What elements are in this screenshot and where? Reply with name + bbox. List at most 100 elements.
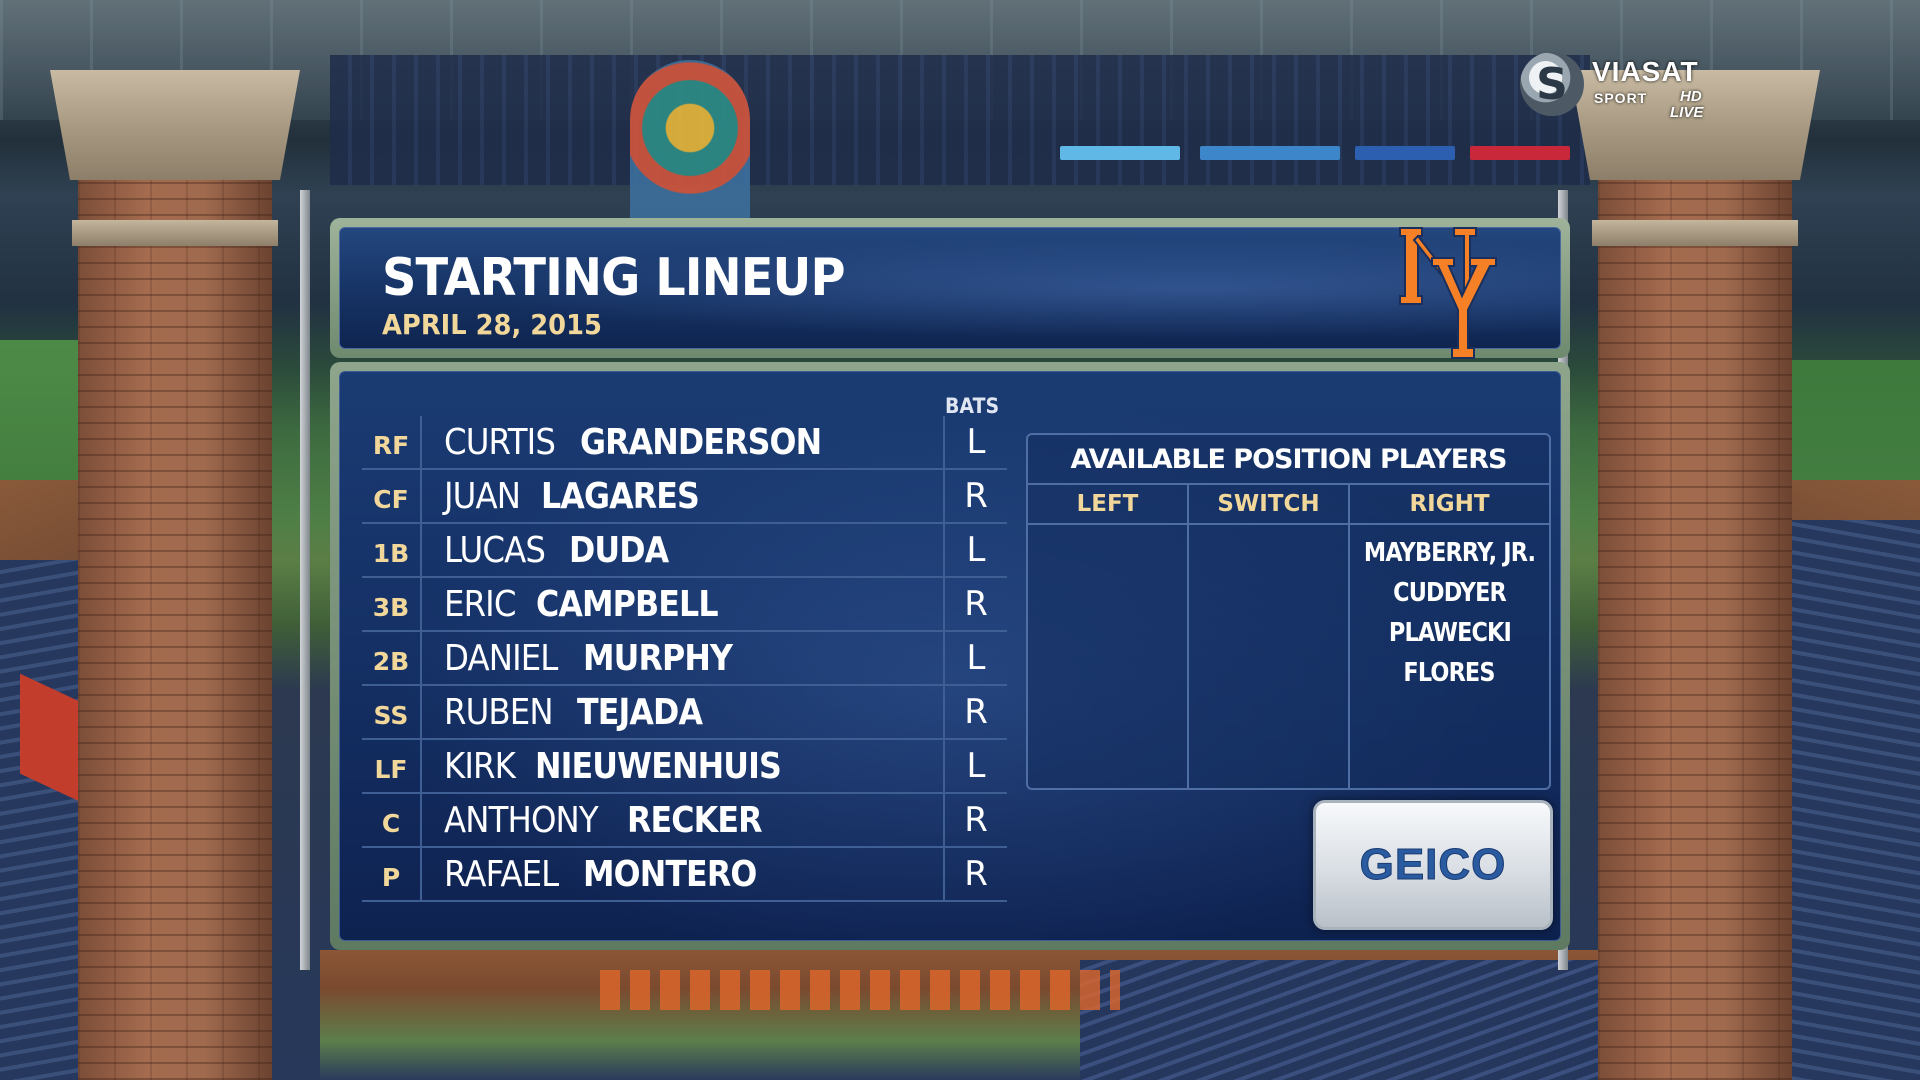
- bats-column-header: BATS: [945, 394, 1000, 418]
- lineup-player-name: LUCAS DUDA: [422, 524, 945, 576]
- ribbon-board-1: [1060, 146, 1180, 160]
- player-first-name: ERIC: [444, 583, 516, 625]
- player-last-name: RECKER: [627, 799, 762, 841]
- pillar-band: [1592, 220, 1798, 246]
- available-player-name: PLAWECKI: [1388, 618, 1511, 648]
- lineup-player-name: DANIEL MURPHY: [422, 632, 945, 684]
- available-player: PLAWECKI: [1350, 613, 1549, 653]
- lineup-position: 3B: [362, 578, 422, 630]
- lineup-bats: R: [964, 476, 988, 516]
- viasat-swoosh-icon: S: [1520, 52, 1584, 116]
- lineup-row: LF KIRK NIEUWENHUIS L: [362, 740, 1007, 794]
- lineup-bats: R: [964, 692, 988, 732]
- viasat-live: LIVE: [1670, 104, 1704, 121]
- available-col-right: RIGHT MAYBERRY, JR. CUDDYER PLAWECKI FLO…: [1349, 485, 1550, 788]
- player-last-name: NIEUWENHUIS: [535, 745, 782, 787]
- available-player: FLORES: [1350, 653, 1549, 693]
- lineup-position: P: [362, 848, 422, 900]
- lineup-position: 1B: [362, 524, 422, 576]
- lineup-main-panel: BATS RF CURTIS GRANDERSON L CF JUAN LAGA…: [330, 362, 1570, 950]
- pillar-post: [300, 190, 310, 970]
- player-first-name: ANTHONY: [444, 799, 599, 841]
- ny-mets-logo-icon: [1399, 227, 1497, 359]
- viasat-sub: SPORT: [1594, 90, 1648, 106]
- lineup-position: CF: [362, 470, 422, 522]
- lineup-position: LF: [362, 740, 422, 792]
- available-col-header: LEFT: [1028, 485, 1187, 525]
- upper-deck-seats: [330, 55, 1590, 185]
- player-first-name: KIRK: [444, 745, 516, 787]
- lineup-player-name: RUBEN TEJADA: [422, 686, 945, 738]
- lineup-player-name: ERIC CAMPBELL: [422, 578, 945, 630]
- sponsor-name: GEICO: [1359, 840, 1507, 890]
- lineup-player-name: KIRK NIEUWENHUIS: [422, 740, 945, 792]
- right-brick-pillar: [1558, 70, 1820, 1080]
- available-players-columns: LEFT SWITCH RIGHT MAYBERRY, JR. CUDDYER …: [1028, 485, 1550, 788]
- player-last-name: TEJADA: [577, 691, 703, 733]
- available-player-name: CUDDYER: [1393, 578, 1507, 608]
- available-players-title: AVAILABLE POSITION PLAYERS: [1028, 435, 1549, 485]
- game-date: APRIL 28, 2015: [382, 308, 602, 341]
- geico-sponsor-logo: GEICO: [1313, 800, 1553, 930]
- ribbon-board-2: [1200, 146, 1340, 160]
- pillar-band: [72, 220, 278, 246]
- lineup-table: RF CURTIS GRANDERSON L CF JUAN LAGARES R…: [362, 416, 1007, 902]
- main-inner: BATS RF CURTIS GRANDERSON L CF JUAN LAGA…: [339, 371, 1561, 941]
- lineup-player-name: JUAN LAGARES: [422, 470, 945, 522]
- lineup-position: C: [362, 794, 422, 846]
- pillar-brick: [1598, 178, 1792, 1080]
- lineup-position: SS: [362, 686, 422, 738]
- available-player: CUDDYER: [1350, 573, 1549, 613]
- pillar-cap: [50, 70, 300, 180]
- pillar-cap: [1570, 70, 1820, 180]
- lineup-player-name: ANTHONY RECKER: [422, 794, 945, 846]
- ribbon-board-4: [1470, 146, 1570, 160]
- viasat-sport-logo: S VIASAT SPORT HD LIVE: [1520, 52, 1730, 122]
- lineup-row: P RAFAEL MONTERO R: [362, 848, 1007, 902]
- lineup-row: 1B LUCAS DUDA L: [362, 524, 1007, 578]
- lineup-player-name: RAFAEL MONTERO: [422, 848, 945, 900]
- available-col-header: SWITCH: [1188, 485, 1348, 525]
- available-list: [1028, 525, 1187, 533]
- available-player-name: FLORES: [1403, 658, 1496, 688]
- player-last-name: DUDA: [568, 529, 669, 571]
- lineup-bats: R: [964, 854, 988, 894]
- available-list: MAYBERRY, JR. CUDDYER PLAWECKI FLORES: [1350, 525, 1549, 693]
- lineup-bats: L: [966, 422, 986, 462]
- available-col-header: RIGHT: [1349, 485, 1550, 525]
- available-list: [1189, 525, 1348, 533]
- viasat-hd: HD: [1680, 88, 1702, 105]
- player-last-name: LAGARES: [540, 475, 700, 517]
- lineup-player-name: CURTIS GRANDERSON: [422, 416, 945, 468]
- player-last-name: MURPHY: [582, 637, 733, 679]
- lineup-row: CF JUAN LAGARES R: [362, 470, 1007, 524]
- lineup-bats: R: [964, 800, 988, 840]
- orange-barrier: [600, 970, 1120, 1010]
- player-first-name: LUCAS: [444, 529, 546, 571]
- page-title: STARTING LINEUP: [382, 248, 846, 308]
- player-first-name: RAFAEL: [444, 853, 559, 895]
- player-first-name: CURTIS: [444, 421, 556, 463]
- available-player: MAYBERRY, JR.: [1350, 533, 1549, 573]
- lineup-row: 2B DANIEL MURPHY L: [362, 632, 1007, 686]
- home-run-sculpture: [630, 60, 750, 230]
- header-inner: STARTING LINEUP APRIL 28, 2015: [339, 227, 1561, 359]
- player-last-name: CAMPBELL: [535, 583, 719, 625]
- lineup-bats: L: [966, 530, 986, 570]
- available-col-switch: SWITCH: [1188, 485, 1350, 788]
- right-stands: [1790, 520, 1920, 1080]
- viasat-name: VIASAT: [1592, 56, 1699, 87]
- lineup-bats: L: [966, 746, 986, 786]
- lineup-row: C ANTHONY RECKER R: [362, 794, 1007, 848]
- lineup-position: RF: [362, 416, 422, 468]
- player-last-name: MONTERO: [583, 853, 757, 895]
- available-players-box: AVAILABLE POSITION PLAYERS LEFT SWITCH R…: [1026, 433, 1551, 790]
- player-first-name: RUBEN: [444, 691, 554, 733]
- player-first-name: DANIEL: [444, 637, 558, 679]
- lineup-bats: L: [966, 638, 986, 678]
- ribbon-board-3: [1355, 146, 1455, 160]
- lineup-position: 2B: [362, 632, 422, 684]
- available-player-name: MAYBERRY, JR.: [1363, 538, 1536, 568]
- left-brick-pillar: [50, 70, 310, 1080]
- lineup-row: 3B ERIC CAMPBELL R: [362, 578, 1007, 632]
